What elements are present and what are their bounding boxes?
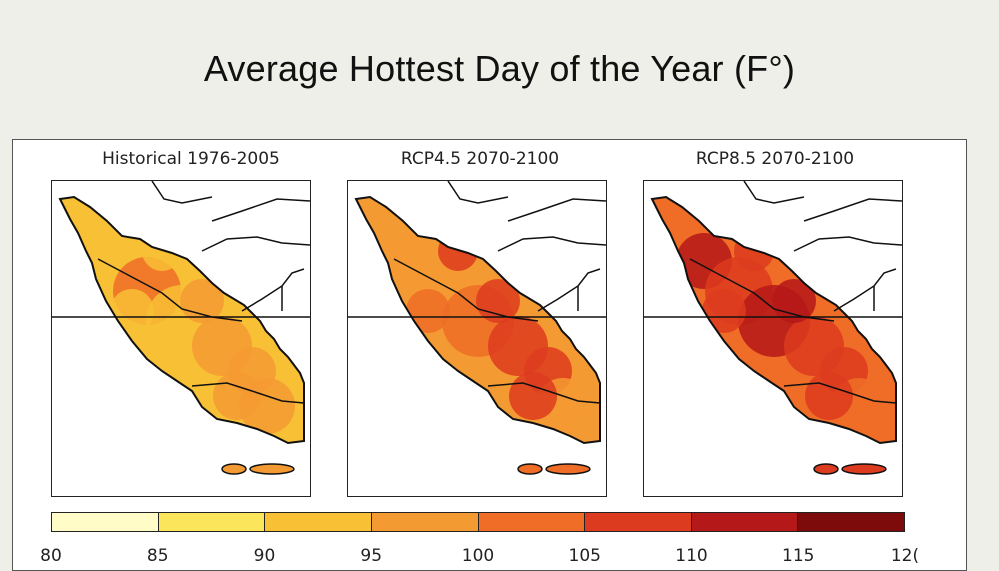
colorbar-tick-label: 95 <box>360 546 383 566</box>
map-rcp45 <box>347 180 607 497</box>
slide-title: Average Hottest Day of the Year (F°) <box>203 48 796 89</box>
map-historical <box>51 180 311 497</box>
colorbar-segment <box>158 513 266 531</box>
colorbar-tick-label: 80 <box>40 546 62 566</box>
map-canvas <box>644 181 902 475</box>
map-title-rcp85: RCP8.5 2070-2100 <box>695 149 855 169</box>
colorbar-segment <box>691 513 799 531</box>
colorbar-segment <box>265 513 372 531</box>
colorbar-tick-label: 90 <box>253 546 276 566</box>
colorbar-tick-label: 12( <box>890 546 920 566</box>
colorbar-segment <box>371 513 479 531</box>
colorbar-tick-label: 105 <box>568 546 601 566</box>
colorbar-tick-label: 110 <box>675 546 708 566</box>
map-title-historical: Historical 1976-2005 <box>102 149 280 169</box>
colorbar-segment <box>585 513 692 531</box>
figure-panel: Historical 1976-2005 RCP4.5 2070-2100 RC… <box>12 139 967 571</box>
colorbar-segment <box>478 513 586 531</box>
colorbar-segment <box>798 513 904 531</box>
colorbar-segment <box>52 513 159 531</box>
colorbar <box>51 512 905 532</box>
colorbar-tick-label: 115 <box>782 546 815 566</box>
colorbar-tick-label: 100 <box>461 546 495 566</box>
map-title-rcp45: RCP4.5 2070-2100 <box>400 149 560 169</box>
map-canvas <box>52 181 310 475</box>
map-canvas <box>348 181 606 475</box>
colorbar-tick-label: 85 <box>146 546 169 566</box>
map-rcp85 <box>643 180 903 497</box>
